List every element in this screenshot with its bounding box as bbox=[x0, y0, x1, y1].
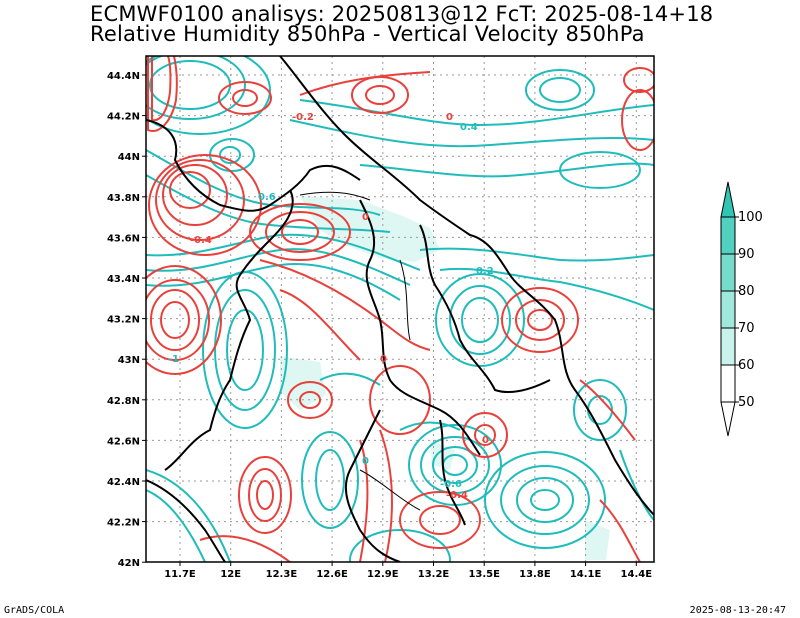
footer-timestamp: 2025-08-13-20:47 bbox=[689, 605, 786, 616]
colorbar-segment bbox=[720, 253, 736, 292]
latitude-tick-label: 43N bbox=[118, 355, 140, 366]
colorbar-segment bbox=[720, 364, 736, 403]
latitude-tick-label: 42.4N bbox=[107, 477, 140, 488]
contour-label: 0 bbox=[362, 456, 369, 467]
colorbar-segment bbox=[720, 290, 736, 329]
latitude-tick-label: 42N bbox=[118, 558, 140, 569]
latitude-tick-label: 42.2N bbox=[107, 518, 140, 529]
positive-vertical-velocity-contours bbox=[146, 56, 654, 562]
longitude-tick-label: 14.4E bbox=[621, 569, 653, 580]
colorbar-label: 70 bbox=[738, 321, 755, 336]
longitude-tick-label: 12.6E bbox=[316, 569, 348, 580]
longitude-tick-label: 12.3E bbox=[266, 569, 298, 580]
thin-borders bbox=[299, 191, 421, 511]
chart-title-line-2: Relative Humidity 850hPa - Vertical Velo… bbox=[90, 22, 645, 46]
colorbar-segment bbox=[720, 216, 736, 255]
colorbar-label: 60 bbox=[738, 358, 755, 373]
latitude-tick-label: 44N bbox=[118, 152, 140, 163]
colorbar-label: 90 bbox=[738, 247, 755, 262]
coastline-and-borders bbox=[146, 56, 654, 562]
plot-frame bbox=[145, 55, 655, 563]
latitude-tick-label: 43.6N bbox=[107, 233, 140, 244]
colorbar-bottom-arrow bbox=[720, 401, 736, 437]
latitude-tick-label: 44.2N bbox=[107, 112, 140, 123]
longitude-tick-label: 14.1E bbox=[570, 569, 602, 580]
contour-labels: -0.2 0 0 -0.4 0 0 -0.4 0.4 0.6 0.2 0 -0.… bbox=[168, 112, 494, 501]
longitude-axis: 11.7E 12E 12.3E 12.6E 12.9E 13.2E 13.5E 13.8E 14… bbox=[164, 562, 652, 580]
longitude-tick-label: 13.8E bbox=[519, 569, 551, 580]
longitude-tick-label: 13.5E bbox=[468, 569, 500, 580]
latitude-tick-label: 43.8N bbox=[107, 193, 140, 204]
longitude-tick-label: 12.9E bbox=[367, 569, 399, 580]
contour-label: -0.6 bbox=[440, 479, 462, 490]
contour-label: 0 bbox=[362, 212, 369, 223]
longitude-tick-label: 12E bbox=[220, 569, 241, 580]
colorbar-top-arrow bbox=[720, 181, 736, 218]
colorbar-label: 50 bbox=[738, 395, 755, 410]
longitude-tick-label: 13.2E bbox=[418, 569, 450, 580]
colorbar: 100 90 80 70 60 50 bbox=[720, 181, 763, 437]
colorbar-label: 80 bbox=[738, 284, 755, 299]
contour-label: 0 bbox=[380, 354, 387, 365]
latitude-axis: 44.4N 44.2N 44N 43.8N 43.6N 43.4N 43.2N 43N 42.8… bbox=[107, 71, 146, 569]
contour-label: -0.4 bbox=[446, 490, 468, 501]
negative-vertical-velocity-contours bbox=[146, 56, 654, 562]
latitude-tick-label: 44.4N bbox=[107, 71, 140, 82]
contour-label: 0.6 bbox=[258, 192, 276, 203]
footer-credit: GrADS/COLA bbox=[4, 605, 65, 616]
colorbar-segment bbox=[720, 327, 736, 366]
colorbar-label: 100 bbox=[738, 210, 763, 225]
latitude-tick-label: 42.6N bbox=[107, 436, 140, 447]
latitude-tick-label: 43.2N bbox=[107, 315, 140, 326]
latitude-tick-label: 42.8N bbox=[107, 396, 140, 407]
contour-label: -1 bbox=[168, 354, 179, 365]
contour-label: 0 bbox=[446, 112, 453, 123]
latitude-tick-label: 43.4N bbox=[107, 274, 140, 285]
contour-label: 0.4 bbox=[460, 122, 478, 133]
chart-title-line-1: ECMWF0100 analisys: 20250813@12 FcT: 202… bbox=[90, 2, 714, 26]
contour-label: -0.4 bbox=[190, 235, 212, 246]
contour-label: -0.2 bbox=[292, 112, 314, 123]
contour-label: 0.2 bbox=[476, 266, 494, 277]
contour-label: 0 bbox=[482, 435, 489, 446]
longitude-tick-label: 11.7E bbox=[164, 569, 196, 580]
